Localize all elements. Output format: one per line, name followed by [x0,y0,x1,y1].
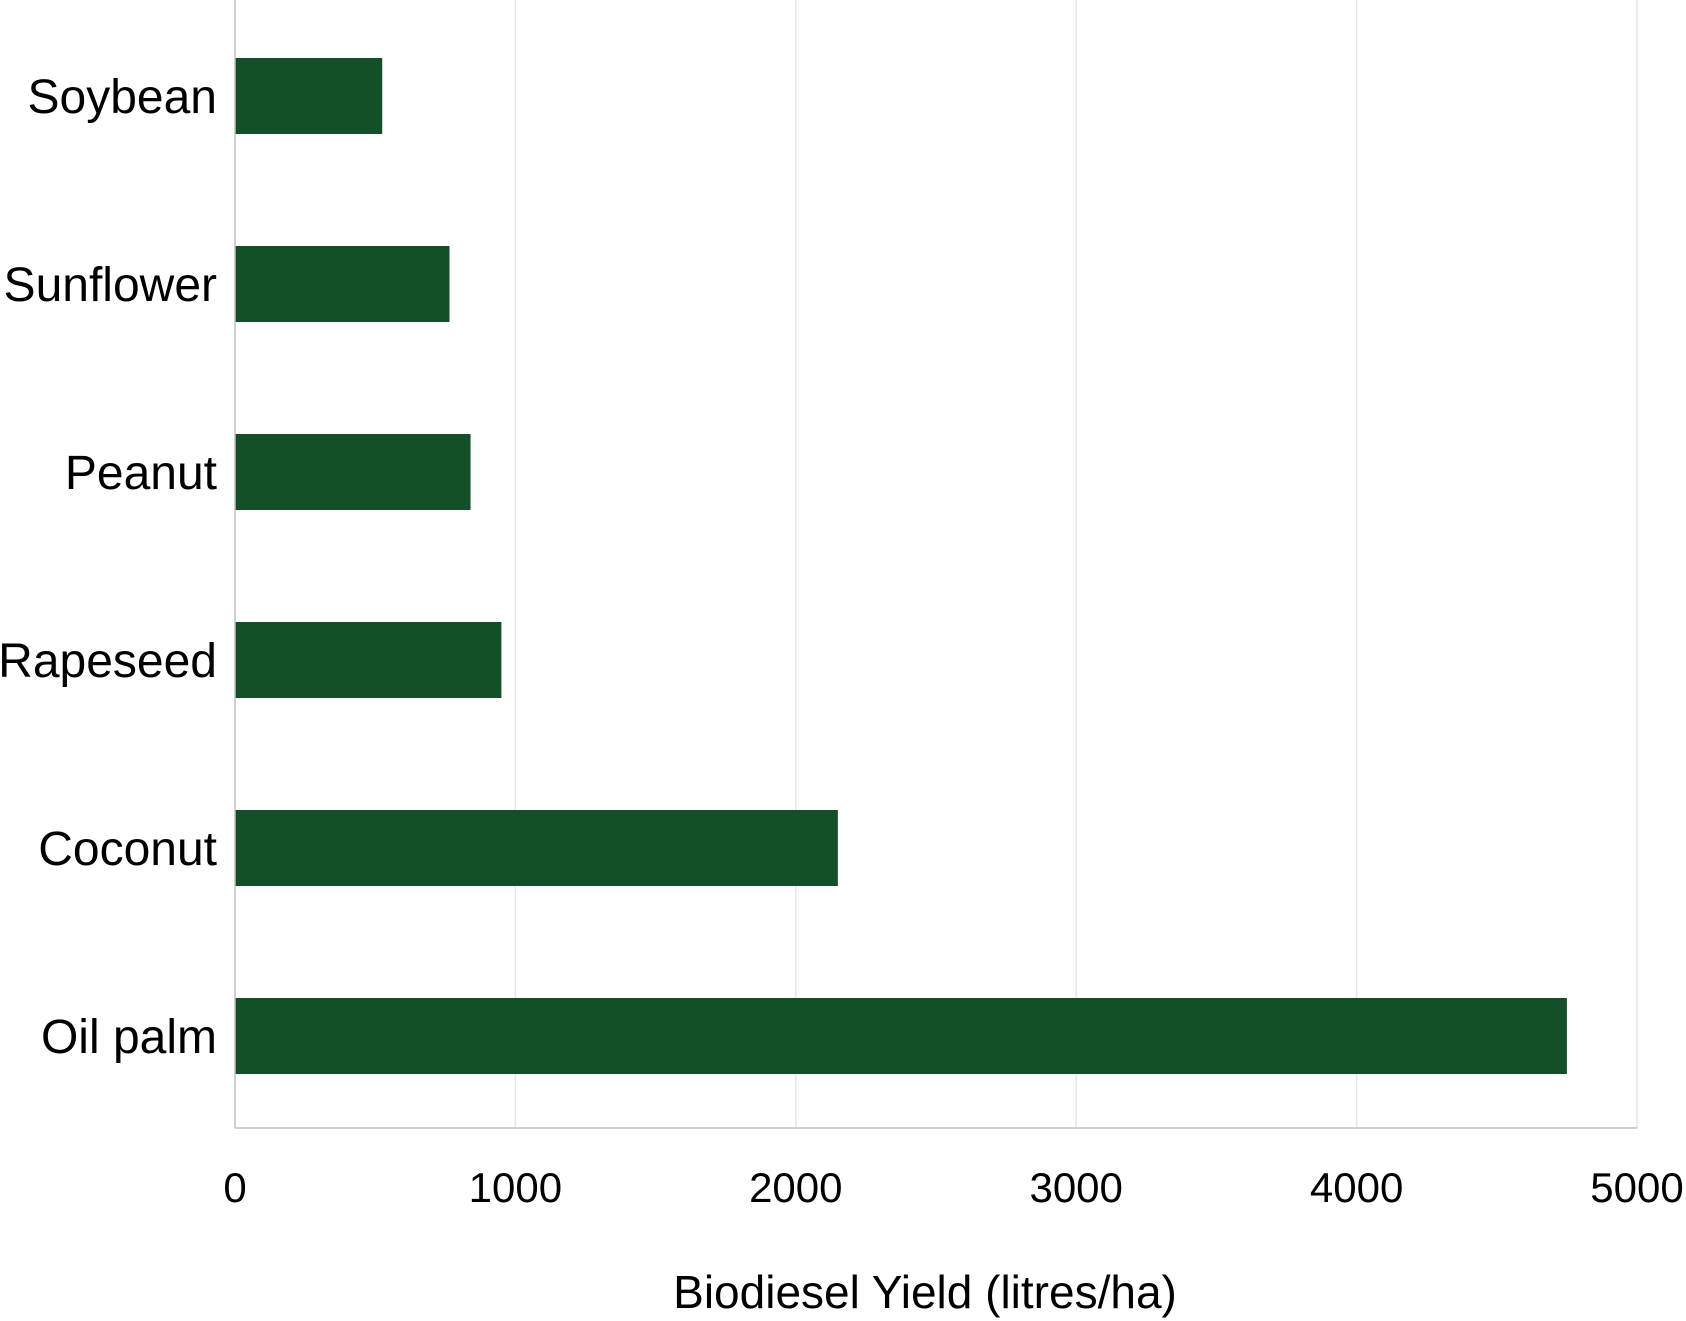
axes [234,0,1637,1129]
x-tick-label: 1000 [469,1164,562,1211]
category-labels: Soybean Sunflower Peanut Rapeseed Coconut Oil… [0,71,217,1064]
category-label: Oil palm [41,1011,217,1064]
x-tick-labels: 0 1000 2000 3000 4000 5000 [223,1164,1683,1211]
gridlines [514,0,1638,1128]
x-tick-label: 0 [223,1164,246,1211]
bar-peanut [235,434,471,510]
x-tick-label: 5000 [1590,1164,1683,1211]
category-label: Peanut [65,447,217,500]
bar-rapeseed [235,622,502,698]
category-label: Soybean [28,71,218,124]
x-axis-title: Biodiesel Yield (litres/ha) [673,1266,1177,1318]
category-label: Sunflower [4,259,217,312]
category-label: Coconut [38,823,217,876]
bar-coconut [235,810,838,886]
bars [235,58,1567,1074]
bar-oil-palm [235,998,1567,1074]
x-tick-label: 2000 [749,1164,842,1211]
bar-soybean [235,58,383,134]
x-tick-label: 3000 [1029,1164,1122,1211]
bar-sunflower [235,246,450,322]
category-label: Rapeseed [0,635,217,688]
x-tick-label: 4000 [1310,1164,1403,1211]
